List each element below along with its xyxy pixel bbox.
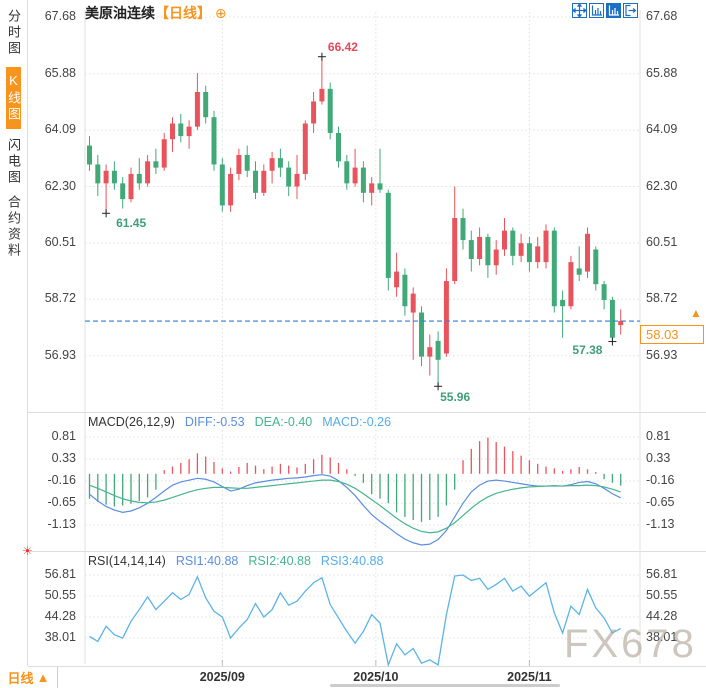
macd-dea-value: DEA:-0.40 — [254, 415, 313, 429]
macd-axis-label: 0.33 — [646, 450, 671, 465]
indicator-settings-icon[interactable]: ☀ — [22, 544, 33, 558]
sidebar: 分时图 K线图 闪电图 合约资料 — [0, 0, 28, 666]
macd-axis-label: -0.65 — [47, 495, 77, 510]
add-indicator-icon[interactable]: ⊕ — [214, 5, 227, 21]
price-axis-label: 62.30 — [44, 178, 76, 193]
rsi-axis-label: 50.55 — [646, 587, 678, 602]
macd-value: MACD:-0.26 — [322, 415, 392, 429]
bottom-bar-divider — [28, 666, 706, 667]
watermark: FX678 — [564, 622, 697, 666]
rsi-axis-label: 56.81 — [44, 567, 76, 581]
rsi1-value: RSI1:40.88 — [175, 554, 239, 568]
price-axis-label: 60.51 — [44, 234, 76, 249]
sidebar-item-contract-info[interactable]: 合约资料 — [6, 195, 21, 259]
macd-axis-label: 0.33 — [51, 450, 76, 465]
rsi-label: RSI(14,14,14) — [88, 554, 166, 568]
rsi3-value: RSI3:40.88 — [320, 554, 384, 568]
macd-diff-value: DIFF:-0.53 — [184, 415, 245, 429]
horizontal-scrollbar[interactable] — [330, 684, 560, 687]
price-axis-label: 67.68 — [44, 9, 76, 23]
date-axis-label: 2025/10 — [353, 670, 399, 684]
price-axis-label: 67.68 — [646, 9, 678, 23]
rsi-axis-label: 38.01 — [646, 630, 678, 645]
period-arrow-icon: ▲ — [36, 670, 50, 685]
sidebar-item-time-chart[interactable]: 分时图 — [6, 9, 21, 57]
chart-toolbar — [572, 3, 638, 18]
last-price-box: 58.03 — [640, 325, 704, 344]
price-axis-label: 56.93 — [646, 347, 678, 362]
date-axis-label: 2025/11 — [507, 670, 552, 684]
macd-axis-label: 0.81 — [646, 429, 671, 444]
price-annotation: 66.42 — [327, 39, 358, 54]
symbol-name: 美原油连续 — [85, 5, 155, 21]
price-axis-label: 62.30 — [646, 178, 678, 193]
panel-divider-macd-rsi[interactable] — [28, 551, 706, 552]
rsi-axis-label: 44.28 — [44, 609, 76, 623]
rsi-axis-label: 38.01 — [44, 630, 76, 645]
axis-chart-icon[interactable] — [589, 3, 604, 18]
rsi-axis-label: 56.81 — [646, 567, 678, 581]
price-axis-label: 58.72 — [646, 291, 678, 306]
period-label: 日线 — [7, 671, 34, 686]
export-icon[interactable] — [623, 3, 638, 18]
price-pointer-icon: ▲ — [690, 306, 702, 320]
sidebar-item-kline-chart[interactable]: K线图 — [6, 67, 21, 129]
price-axis-label: 64.09 — [44, 122, 76, 137]
period-tag: 【日线】 — [155, 5, 211, 21]
chart-title: 美原油连续【日线】 ⊕ — [85, 3, 227, 23]
sidebar-item-lightning-chart[interactable]: 闪电图 — [6, 138, 21, 186]
macd-header: MACD(26,12,9) DIFF:-0.53 DEA:-0.40 MACD:-0.… — [88, 415, 401, 429]
macd-axis-label: 0.81 — [51, 429, 76, 444]
price-axis-label: 56.93 — [44, 347, 76, 362]
price-annotation: 57.38 — [572, 342, 603, 357]
price-axis-label: 65.88 — [44, 65, 76, 80]
price-axis-label: 65.88 — [646, 65, 678, 80]
price-annotation: 61.45 — [116, 216, 147, 231]
price-axis-label: 64.09 — [646, 122, 678, 137]
panel-divider-main-macd[interactable] — [28, 412, 706, 413]
macd-axis-label: -0.16 — [646, 473, 675, 488]
rsi2-value: RSI2:40.88 — [248, 554, 311, 568]
rsi-axis-label: 44.28 — [646, 609, 678, 623]
price-annotation: 55.96 — [440, 390, 471, 405]
date-axis-label: 2025/09 — [199, 670, 245, 684]
price-axis-label: 60.51 — [646, 234, 678, 249]
crosshair-icon[interactable] — [572, 3, 587, 18]
macd-axis-label: -1.13 — [646, 517, 675, 532]
rsi-header: RSI(14,14,14) RSI1:40.88 RSI2:40.88 RSI3:40… — [88, 554, 393, 568]
rsi-axis-label: 50.55 — [44, 587, 76, 602]
macd-axis-label: -1.13 — [47, 517, 77, 532]
macd-axis-label: -0.65 — [646, 495, 675, 510]
price-axis-label: 58.72 — [44, 291, 76, 306]
axis-chart-filled-icon[interactable] — [606, 3, 621, 18]
macd-label: MACD(26,12,9) — [88, 415, 175, 429]
macd-axis-label: -0.16 — [47, 473, 77, 488]
period-selector[interactable]: 日线 ▲ — [0, 667, 58, 688]
